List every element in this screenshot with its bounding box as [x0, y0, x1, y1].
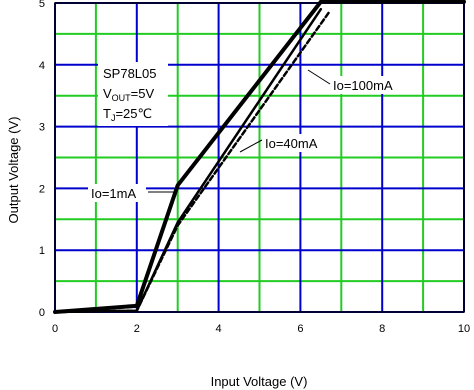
series-line-io-1ma	[53, 0, 466, 314]
y-tick-label: 2	[39, 183, 45, 195]
x-tick-labels: 0 2 4 6 8 10	[52, 323, 470, 335]
tj-prefix: T	[103, 106, 111, 121]
conditions-block: SP78L05 VOUT=5V TJ=25℃	[98, 62, 168, 126]
x-tick-label: 10	[458, 323, 470, 335]
x-axis-label: Input Voltage (V)	[211, 374, 308, 389]
x-tick-label: 8	[379, 323, 385, 335]
annotation-io-100ma: Io=100mA	[307, 69, 404, 94]
annotation-io-40ma-label: Io=40mA	[265, 136, 318, 151]
y-tick-label: 1	[39, 245, 45, 257]
y-axis-label: Output Voltage (V)	[6, 117, 21, 224]
annotation-io-40ma: Io=40mA	[239, 134, 324, 153]
annotation-background	[330, 76, 404, 94]
x-tick-label: 6	[297, 323, 303, 335]
tj-label: TJ=25℃	[103, 106, 152, 123]
y-tick-labels: 0 1 2 3 4 5	[39, 0, 45, 319]
annotation-io-1ma-label: Io=1mA	[91, 186, 136, 201]
annotation-io-40ma-leader	[239, 139, 263, 153]
x-tick-label: 2	[134, 323, 140, 335]
x-tick-label: 4	[216, 323, 222, 335]
tj-subscript: J	[111, 113, 116, 123]
tj-suffix: =25℃	[115, 106, 152, 121]
minor-gridlines	[55, 3, 464, 312]
conditions-background	[98, 62, 168, 126]
vout-subscript: OUT	[112, 93, 132, 103]
annotation-background	[88, 184, 146, 202]
vout-suffix: =5V	[131, 86, 155, 101]
y-tick-label: 4	[39, 60, 45, 72]
annotation-io-100ma-leader	[307, 69, 331, 85]
y-tick-label: 0	[39, 307, 45, 319]
annotation-io-100ma-label: Io=100mA	[333, 78, 393, 93]
annotation-io-1ma: Io=1mA	[88, 184, 176, 202]
vout-label: VOUT=5V	[103, 86, 154, 103]
x-tick-label: 0	[52, 323, 58, 335]
annotation-background	[262, 134, 324, 152]
y-tick-label: 3	[39, 122, 45, 134]
part-number-label: SP78L05	[103, 66, 157, 81]
y-tick-label: 5	[39, 0, 45, 10]
plot-frame	[54, 2, 465, 313]
vout-prefix: V	[103, 86, 112, 101]
